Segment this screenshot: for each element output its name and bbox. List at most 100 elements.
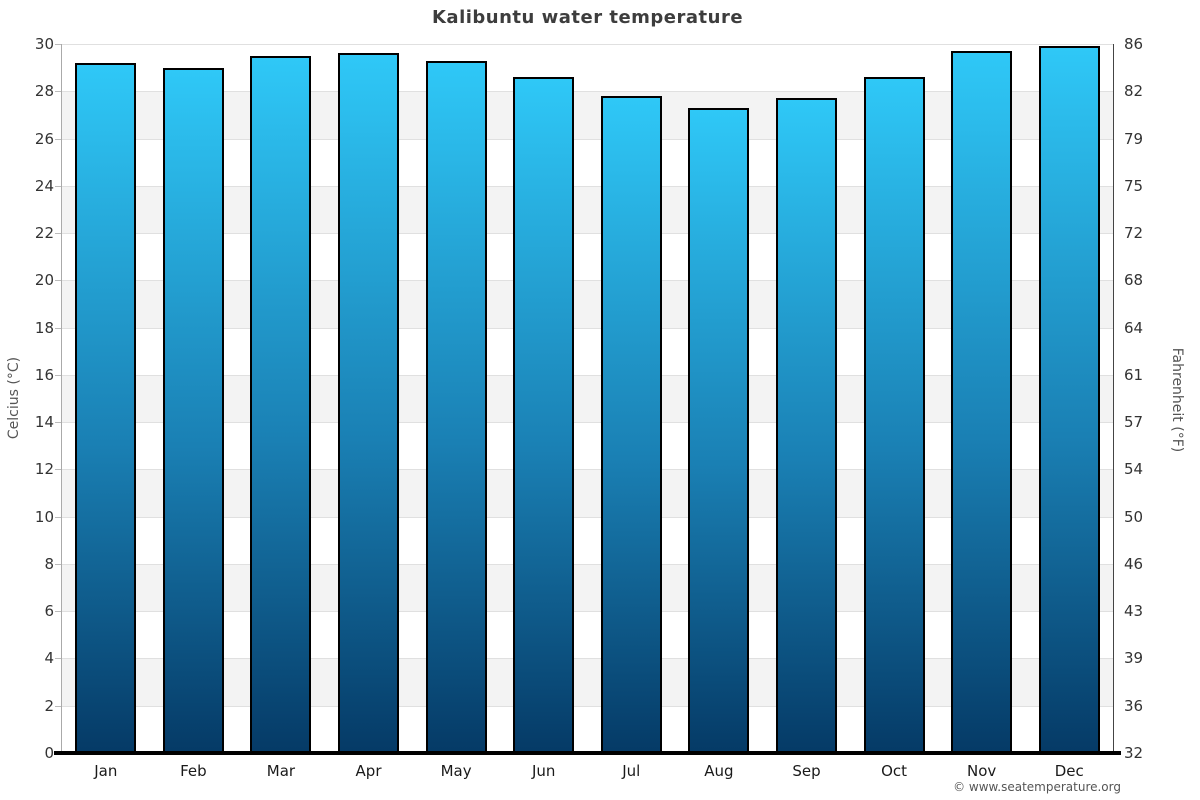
bar-may: [425, 60, 487, 753]
celsius-tick-label: 20: [34, 271, 54, 290]
y-axis-line-left: [61, 44, 62, 753]
gridline-20c: [62, 280, 1113, 282]
fahrenheit-tick-label: 68: [1124, 271, 1144, 290]
celsius-tick-label: 14: [34, 413, 54, 432]
celsius-tick-label: 26: [34, 129, 54, 148]
background-band: [62, 91, 1113, 139]
gridline-8c: [62, 563, 1113, 565]
gridline-24c: [62, 185, 1113, 187]
celsius-tick-mark: [55, 469, 61, 471]
month-label-mar: Mar: [266, 762, 296, 780]
bar-feb: [162, 67, 224, 753]
background-band: [62, 374, 1113, 423]
attribution: © www.seatemperature.org: [953, 780, 1121, 794]
bar-jul: [600, 96, 662, 753]
fahrenheit-tick-label: 57: [1124, 413, 1144, 432]
y-axis-line-right: [1113, 44, 1114, 753]
celsius-tick-label: 2: [44, 696, 54, 715]
celsius-tick-mark: [55, 563, 61, 565]
fahrenheit-tick-label: 39: [1124, 649, 1144, 668]
celsius-tick-mark: [55, 705, 61, 707]
month-label-jan: Jan: [94, 762, 118, 780]
celsius-tick-mark: [55, 138, 61, 140]
celsius-tick-mark: [55, 327, 61, 329]
celsius-tick-label: 24: [34, 176, 54, 195]
celsius-tick-mark: [55, 658, 61, 660]
background-band: [62, 469, 1113, 517]
fahrenheit-tick-label: 61: [1124, 365, 1144, 384]
celsius-tick-label: 10: [34, 507, 54, 526]
celsius-tick-mark: [55, 516, 61, 518]
celsius-tick-label: 0: [44, 744, 54, 762]
fahrenheit-tick-label: 64: [1124, 318, 1144, 337]
month-label-aug: Aug: [704, 762, 734, 780]
celsius-tick-mark: [55, 611, 61, 613]
gridline-14c: [62, 422, 1113, 424]
celsius-tick-label: 6: [44, 602, 54, 621]
bar-mar: [250, 55, 312, 753]
background-band: [62, 658, 1113, 706]
celsius-tick-mark: [55, 280, 61, 282]
celsius-tick-label: 12: [34, 460, 54, 479]
month-label-sep: Sep: [792, 762, 821, 780]
fahrenheit-tick-label: 46: [1124, 554, 1144, 573]
fahrenheit-tick-label: 54: [1124, 460, 1144, 479]
month-label-dec: Dec: [1054, 762, 1084, 780]
bar-jan: [75, 62, 137, 753]
celsius-tick-label: 30: [34, 35, 54, 53]
gridline-22c: [62, 233, 1113, 235]
month-label-nov: Nov: [966, 762, 997, 780]
y-axis-title-fahrenheit: Fahrenheit (°F): [1169, 347, 1185, 453]
gridline-30c: [62, 44, 1113, 45]
chart-title: Kalibuntu water temperature: [431, 7, 744, 28]
bar-jun: [513, 77, 575, 753]
bar-aug: [688, 107, 750, 753]
celsius-tick-label: 18: [34, 318, 54, 337]
bar-apr: [338, 53, 400, 753]
celsius-tick-label: 16: [34, 365, 54, 384]
fahrenheit-tick-label: 75: [1124, 176, 1144, 195]
month-label-jun: Jun: [531, 762, 556, 780]
celsius-tick-label: 8: [44, 554, 54, 573]
month-label-feb: Feb: [180, 762, 207, 780]
month-label-may: May: [440, 762, 472, 780]
month-label-jul: Jul: [622, 762, 641, 780]
month-label-oct: Oct: [881, 762, 907, 780]
celsius-tick-mark: [55, 422, 61, 424]
celsius-tick-mark: [55, 185, 61, 187]
gridline-26c: [62, 138, 1113, 140]
gridline-28c: [62, 91, 1113, 93]
celsius-tick-mark: [55, 91, 61, 93]
fahrenheit-tick-label: 79: [1124, 129, 1144, 148]
gridline-6c: [62, 611, 1113, 613]
plot-area: [62, 44, 1113, 753]
gridline-12c: [62, 469, 1113, 471]
bar-nov: [951, 51, 1013, 753]
background-band: [62, 280, 1113, 328]
gridline-16c: [62, 374, 1113, 376]
fahrenheit-tick-label: 72: [1124, 224, 1144, 243]
fahrenheit-tick-label: 36: [1124, 696, 1144, 715]
x-axis-line: [54, 751, 1121, 755]
fahrenheit-tick-label: 82: [1124, 82, 1144, 101]
month-label-apr: Apr: [355, 762, 382, 780]
celsius-tick-mark: [55, 44, 61, 45]
celsius-tick-label: 22: [34, 224, 54, 243]
bar-dec: [1038, 46, 1100, 753]
background-band: [62, 185, 1113, 234]
gridline-18c: [62, 327, 1113, 329]
fahrenheit-tick-label: 32: [1124, 744, 1144, 762]
gridline-4c: [62, 658, 1113, 660]
celsius-tick-label: 4: [44, 649, 54, 668]
celsius-tick-mark: [55, 233, 61, 235]
fahrenheit-tick-label: 50: [1124, 507, 1144, 526]
fahrenheit-tick-label: 86: [1124, 35, 1144, 53]
gridline-10c: [62, 516, 1113, 518]
bar-oct: [863, 77, 925, 753]
bar-sep: [775, 98, 837, 753]
celsius-tick-label: 28: [34, 82, 54, 101]
gridline-2c: [62, 705, 1113, 707]
background-band: [62, 563, 1113, 612]
fahrenheit-tick-label: 43: [1124, 602, 1144, 621]
